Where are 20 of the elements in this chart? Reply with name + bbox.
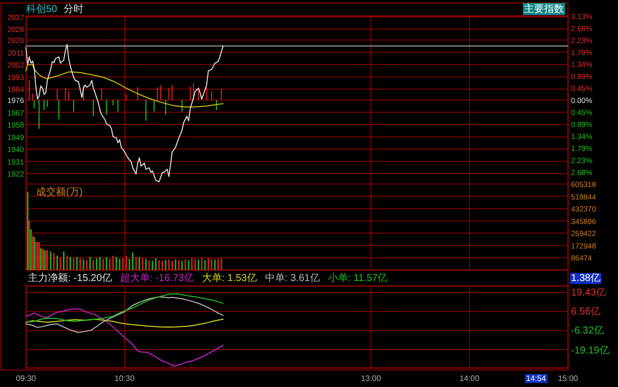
chart-subtitle: 分时 <box>64 3 84 15</box>
chart-title: 成交额(万) <box>36 186 83 198</box>
x-tick-label: 15:00 <box>558 374 579 383</box>
text: 1.38亿 <box>571 273 600 284</box>
text: 14:54 <box>526 374 547 383</box>
text: 主要指数 <box>524 3 564 15</box>
y-tick-label: -6.32亿 <box>571 326 604 337</box>
x-tick-label: 14:00 <box>459 374 480 383</box>
y-tick-label: -19.19亿 <box>571 346 610 357</box>
x-tick-label: 13:00 <box>360 374 382 383</box>
y-tick-label: 19.43亿 <box>571 287 606 298</box>
y-tick-label: 6.56亿 <box>571 306 600 318</box>
text: 主力净额: -15.20亿 <box>28 272 112 284</box>
text: 超大单: -16.73亿 <box>120 272 194 284</box>
x-tick-label: 09:30 <box>16 374 37 383</box>
text: 中单: 3.61亿 <box>264 272 320 284</box>
text: 小单: 11.57亿 <box>328 272 388 284</box>
x-tick-label: 10:30 <box>114 374 136 383</box>
chart-title: 科创50 <box>26 3 58 15</box>
text: 大单: 1.53亿 <box>202 272 257 284</box>
